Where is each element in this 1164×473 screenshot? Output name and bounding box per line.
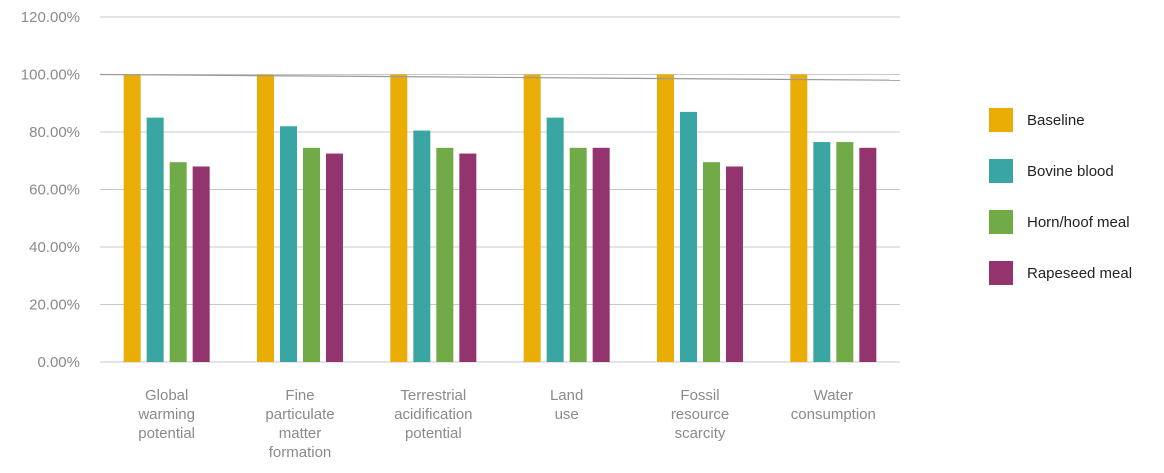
- legend-label: Horn/hoof meal: [1027, 214, 1130, 231]
- x-category-label-line: Fossil: [680, 387, 719, 404]
- x-category-label-line: matter: [279, 425, 322, 442]
- bar-bovine-blood: [813, 142, 831, 362]
- bar-rapeseed-meal: [859, 147, 877, 362]
- x-category-label: Fossil resource scarcity: [671, 387, 729, 442]
- y-tick-label: 80.00%: [29, 124, 80, 141]
- x-category-label-line: particulate: [265, 406, 334, 423]
- x-axis-category-labels: Global warming potential Fine particulate mat…: [137, 387, 876, 461]
- x-category-label-line: potential: [405, 425, 462, 442]
- x-category-label-line: Global: [145, 387, 188, 404]
- bar-bovine-blood: [546, 117, 564, 362]
- bar-baseline: [390, 74, 408, 362]
- legend-label: Bovine blood: [1027, 163, 1114, 180]
- x-category-label-line: potential: [138, 425, 195, 442]
- bar-rapeseed-meal: [326, 153, 343, 362]
- x-category-label-line: scarcity: [675, 425, 726, 442]
- bar-baseline: [523, 74, 541, 362]
- trend-line: [99, 73, 901, 81]
- y-tick-label: 60.00%: [29, 182, 80, 199]
- legend: Baseline Bovine blood Horn/hoof meal Rapese…: [989, 108, 1132, 285]
- bar-rapeseed-meal: [726, 166, 743, 362]
- bar-rapeseed-meal: [459, 153, 477, 362]
- bar-rapeseed-meal: [592, 147, 610, 362]
- trend-line-segment: [99, 73, 901, 81]
- x-category-label-line: consumption: [791, 406, 876, 423]
- x-category-label: Water consumption: [791, 387, 876, 423]
- x-category-label-line: Land: [550, 387, 583, 404]
- bars: [123, 74, 877, 362]
- x-category-label-line: acidification: [394, 406, 472, 423]
- x-category-label: Fine particulate matter formation: [265, 387, 334, 461]
- y-axis-tick-labels: 0.00% 20.00% 40.00% 60.00% 80.00% 100.00% 120.…: [21, 9, 80, 371]
- x-category-label-line: resource: [671, 406, 729, 423]
- legend-swatch: [989, 159, 1013, 183]
- legend-swatch: [989, 261, 1013, 285]
- x-category-label: Land use: [550, 387, 583, 423]
- y-tick-label: 0.00%: [37, 354, 80, 371]
- bar-bovine-blood: [413, 130, 431, 362]
- x-category-label-line: use: [555, 406, 579, 423]
- y-tick-label: 40.00%: [29, 239, 80, 256]
- bar-horn-hoof-meal: [436, 147, 454, 362]
- legend-swatch: [989, 108, 1013, 132]
- x-category-label-line: Terrestrial: [400, 387, 466, 404]
- x-category-label-line: warming: [137, 406, 195, 423]
- y-tick-label: 100.00%: [21, 67, 80, 84]
- bar-horn-hoof-meal: [703, 162, 720, 362]
- x-category-label-line: formation: [269, 444, 332, 461]
- bar-baseline: [790, 74, 808, 362]
- bar-horn-hoof-meal: [303, 147, 320, 362]
- bar-baseline: [257, 74, 274, 362]
- legend-label: Rapeseed meal: [1027, 265, 1132, 282]
- y-tick-label: 20.00%: [29, 297, 80, 314]
- x-category-label-line: Water: [814, 387, 853, 404]
- bar-bovine-blood: [280, 126, 297, 362]
- x-category-label: Terrestrial acidification potential: [394, 387, 472, 442]
- bar-baseline: [123, 74, 141, 362]
- bar-horn-hoof-meal: [169, 162, 187, 362]
- legend-swatch: [989, 210, 1013, 234]
- bar-rapeseed-meal: [192, 166, 210, 362]
- bar-bovine-blood: [146, 117, 164, 362]
- bar-horn-hoof-meal: [836, 142, 854, 362]
- bar-horn-hoof-meal: [569, 147, 587, 362]
- legend-label: Baseline: [1027, 112, 1085, 129]
- bar-bovine-blood: [680, 111, 697, 362]
- bar-baseline: [657, 74, 674, 362]
- y-tick-label: 120.00%: [21, 9, 80, 26]
- x-category-label-line: Fine: [285, 387, 314, 404]
- gridlines: [100, 16, 900, 363]
- x-category-label: Global warming potential: [137, 387, 195, 442]
